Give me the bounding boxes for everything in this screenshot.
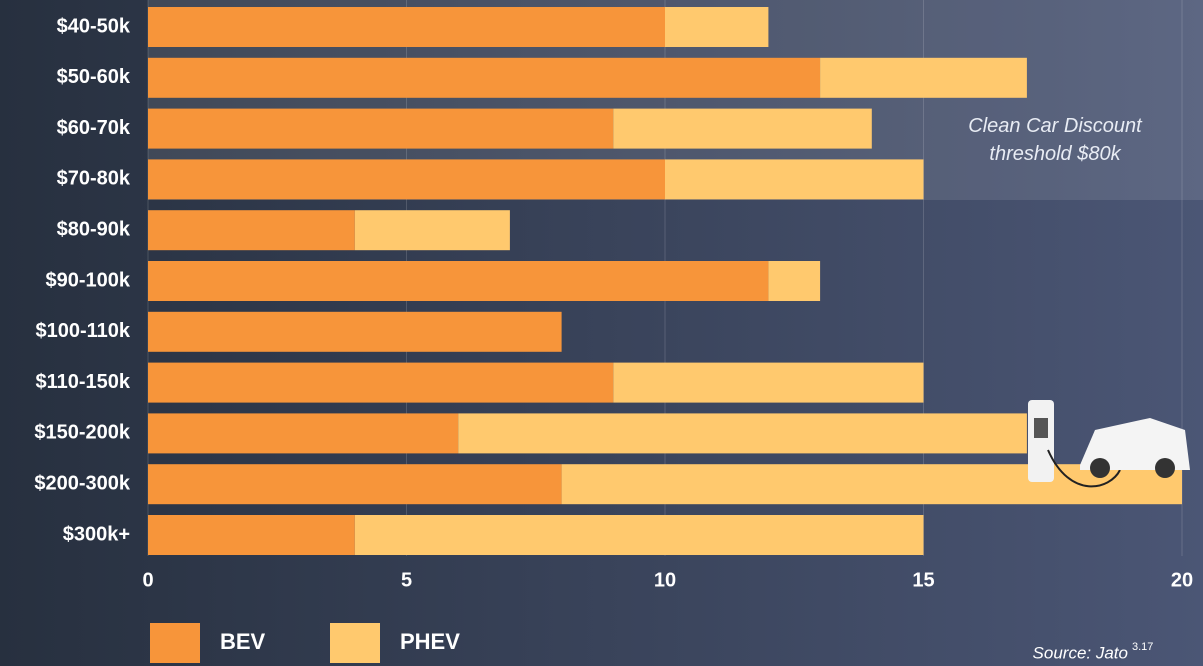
bar: [148, 210, 355, 250]
legend-swatch: [150, 623, 200, 663]
bar: [148, 413, 458, 453]
bar: [768, 261, 820, 301]
y-tick-label: $90-100k: [45, 269, 130, 291]
y-tick-label: $80-90k: [57, 218, 131, 240]
y-tick-label: $50-60k: [57, 66, 131, 88]
bar: [820, 58, 1027, 98]
legend-swatch: [330, 623, 380, 663]
y-tick-label: $110-150k: [35, 371, 130, 393]
legend-label: BEV: [220, 629, 266, 654]
bar: [458, 413, 1027, 453]
bar: [148, 7, 665, 47]
bar: [355, 210, 510, 250]
bar: [613, 109, 872, 149]
y-tick-label: $300k+: [63, 523, 130, 545]
y-tick-label: $60-70k: [57, 117, 131, 139]
y-tick-label: $70-80k: [57, 168, 131, 190]
y-tick-label: $200-300k: [34, 472, 131, 494]
bar: [148, 312, 562, 352]
x-tick-label: 20: [1171, 569, 1193, 591]
bar: [148, 109, 613, 149]
source: Source: Jato: [1033, 643, 1128, 662]
bar: [355, 515, 924, 555]
legend-label: PHEV: [400, 629, 460, 654]
bar: [148, 464, 562, 504]
annotation-box: Clean Car Discount threshold $80k: [930, 112, 1180, 182]
annotation: Clean Car Discount threshold $80k: [930, 112, 1180, 168]
x-tick-label: 5: [401, 569, 412, 591]
bar: [148, 58, 820, 98]
bar: [148, 515, 355, 555]
bar: [148, 363, 613, 403]
footnote: 3.17: [1132, 641, 1153, 653]
bar: [148, 159, 665, 199]
x-tick-label: 10: [654, 569, 676, 591]
bar: [148, 261, 768, 301]
y-tick-label: $40-50k: [57, 15, 131, 37]
bar: [665, 7, 768, 47]
y-tick-label: $150-200k: [34, 422, 131, 444]
bar: [562, 464, 1182, 504]
chart: Clean Car Discount threshold $80k 0 5 10 15…: [0, 0, 1203, 666]
y-tick-label: $100-110k: [35, 320, 130, 342]
x-tick-label: 0: [142, 569, 153, 591]
bar: [613, 363, 923, 403]
bar: [665, 159, 924, 199]
x-tick-label: 15: [912, 569, 934, 591]
